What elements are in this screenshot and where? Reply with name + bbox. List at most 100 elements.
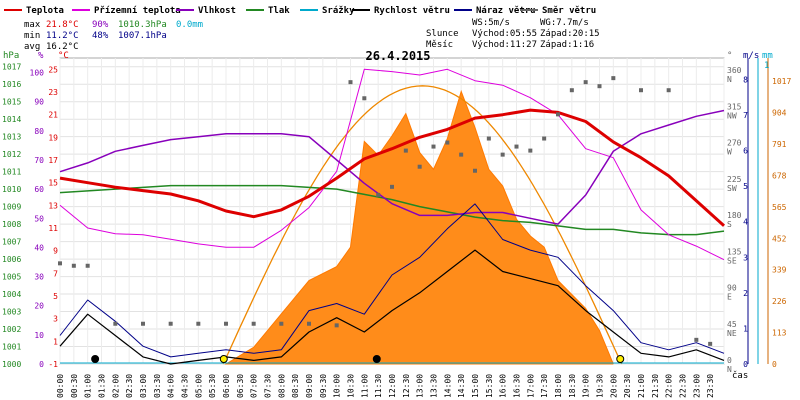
x-tick-label: 01:30 <box>98 374 107 398</box>
x-tick-label: 00:00 <box>56 374 65 398</box>
axis-title-mm: mm <box>762 51 773 61</box>
chart-title: 26.4.2015 <box>365 49 430 63</box>
legend-label: Náraz větru <box>476 5 536 16</box>
hpa-tick-label: 1017 <box>2 63 21 72</box>
hpa-tick-label: 1015 <box>2 98 21 107</box>
temp-tick-label: 5 <box>53 292 58 301</box>
solar-tick-label: 904 <box>772 109 787 118</box>
dir-tick-label: 180 <box>727 211 742 220</box>
pct-tick-label: 80 <box>34 127 44 136</box>
x-tick-label: 16:30 <box>513 374 522 398</box>
stat-avg-temp: 16.2°C <box>46 42 79 52</box>
axis-title-pct: % <box>38 51 44 61</box>
wind-direction-point <box>390 184 394 189</box>
dir-tick-label: 90 <box>727 284 737 293</box>
ms-tick-label: 6 <box>743 147 748 156</box>
dir-compass-label: NW <box>727 111 737 120</box>
wind-direction-point <box>542 136 547 141</box>
x-tick-label: 18:00 <box>554 374 563 398</box>
x-tick-label: 05:30 <box>208 374 217 398</box>
hpa-tick-label: 1011 <box>2 168 21 177</box>
wind-direction-point <box>251 321 256 326</box>
stat-max-press: 1010.3hPa <box>118 20 167 30</box>
x-tick-label: 13:00 <box>416 374 425 398</box>
solar-tick-label: 565 <box>772 203 787 212</box>
wind-direction-point <box>85 263 90 268</box>
axis-title-ms: m/s <box>743 51 759 61</box>
series-temperature-line <box>59 108 726 227</box>
series-humidity-line <box>59 109 725 225</box>
wind-direction-point <box>417 164 422 169</box>
sun-label: Slunce <box>426 29 459 39</box>
ms-tick-label: 0 <box>743 360 748 369</box>
solar-tick-label: 339 <box>772 266 787 275</box>
solar-tick-label: 226 <box>772 297 787 306</box>
wind-direction-point <box>486 136 491 141</box>
dir-compass-label: W <box>727 148 732 157</box>
dir-compass-label: S <box>727 220 732 229</box>
hpa-tick-label: 1001 <box>2 343 21 352</box>
stat-min-hum: 48% <box>92 31 109 41</box>
x-tick-label: 08:30 <box>291 374 300 398</box>
x-tick-label: 02:00 <box>111 374 120 398</box>
moonrise-marker <box>372 355 381 363</box>
temp-tick-label: 23 <box>48 88 58 97</box>
dir-compass-label: NE <box>727 329 737 338</box>
x-tick-label: 19:30 <box>596 374 605 398</box>
wind-direction-point <box>583 80 588 85</box>
moon-rise: Východ:11:27 <box>472 40 537 50</box>
pct-tick-label: 10 <box>34 331 44 340</box>
x-tick-label: 11:30 <box>374 374 383 398</box>
dir-tick-label: 360 <box>727 66 742 75</box>
wind-direction-point <box>514 144 519 149</box>
wind-direction-point <box>58 261 62 266</box>
moon-label: Měsíc <box>426 40 453 50</box>
pct-tick-label: 20 <box>34 302 44 311</box>
wind-direction-point <box>597 84 602 89</box>
hpa-tick-label: 1003 <box>2 308 21 317</box>
wind-direction-point <box>362 96 367 101</box>
wind-direction-point <box>666 88 671 93</box>
hpa-tick-label: 1007 <box>2 238 21 247</box>
legend-label: Teplota <box>26 6 64 16</box>
solar-tick-label: 452 <box>772 234 787 243</box>
x-tick-label: 04:00 <box>167 374 176 398</box>
x-tick-label: 09:30 <box>319 374 328 398</box>
hpa-tick-label: 1005 <box>2 273 21 282</box>
x-tick-label: 13:30 <box>430 374 439 398</box>
stat-max-label: max <box>24 20 41 30</box>
pct-tick-label: 0 <box>39 360 44 369</box>
solar-tick-label: 1017 <box>772 77 791 86</box>
x-tick-label: 16:00 <box>499 374 508 398</box>
x-tick-label: 03:00 <box>139 374 148 398</box>
sunset-marker <box>616 355 625 363</box>
moonset-marker <box>91 355 100 363</box>
ms-tick-label: 2 <box>743 289 748 298</box>
dir-compass-label: SW <box>727 184 737 193</box>
wind-direction-point <box>224 321 228 326</box>
dir-tick-label: 270 <box>727 139 742 148</box>
dir-tick-label: 225 <box>727 175 742 184</box>
ms-tick-label: 3 <box>743 253 748 262</box>
wind-direction-point <box>376 192 381 197</box>
dir-tick-label: 135 <box>727 247 742 256</box>
hpa-tick-label: 1012 <box>2 150 21 159</box>
solar-area <box>224 89 614 365</box>
x-tick-label: 08:00 <box>277 374 286 398</box>
x-tick-label: 19:00 <box>582 374 591 398</box>
series-wind-gust-line <box>59 203 725 358</box>
temp-tick-label: 3 <box>53 315 58 324</box>
x-tick-label: 11:00 <box>360 374 369 398</box>
stat-max-hum: 90% <box>92 20 109 30</box>
solar-tick-label: 678 <box>772 171 787 180</box>
moon-set: Západ:1:16 <box>540 40 594 50</box>
ms-tick-label: 4 <box>743 218 748 227</box>
astro-block: WS:5m/s WG:7.7m/s Slunce Východ:05:55 Zá… <box>426 18 600 50</box>
stat-max-temp: 21.8°C <box>46 20 79 30</box>
wind-direction-point <box>445 140 450 145</box>
x-tick-label: 14:30 <box>457 374 466 398</box>
hpa-tick-label: 1016 <box>2 80 21 89</box>
stat-min-temp: 11.2°C <box>46 31 79 41</box>
axes-layer: 1000100110021003100410051006100710081009… <box>2 58 791 374</box>
solar-tick-label: 791 <box>772 140 787 149</box>
